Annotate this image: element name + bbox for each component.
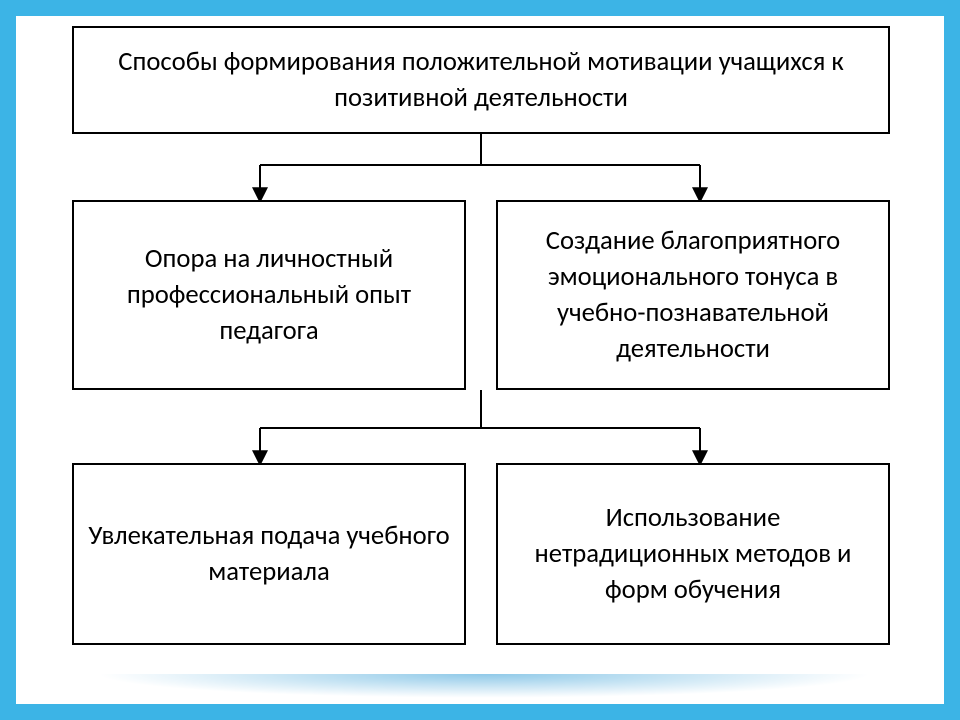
node-root-label: Способы формирования положительной мотив… [86,44,876,116]
node-child3: Увлекательная подача учебного материала [72,463,466,645]
node-child3-label: Увлекательная подача учебного материала [86,518,452,590]
node-child4: Использование нетрадиционных методов и ф… [496,463,890,645]
slide-shadow [26,674,942,708]
node-child1: Опора на личностный профессиональный опы… [72,200,466,390]
node-child2-label: Создание благоприятного эмоционального т… [510,223,876,367]
node-root: Способы формирования положительной мотив… [72,26,890,134]
node-child4-label: Использование нетрадиционных методов и ф… [510,500,876,608]
node-child1-label: Опора на личностный профессиональный опы… [86,241,452,349]
node-child2: Создание благоприятного эмоционального т… [496,200,890,390]
